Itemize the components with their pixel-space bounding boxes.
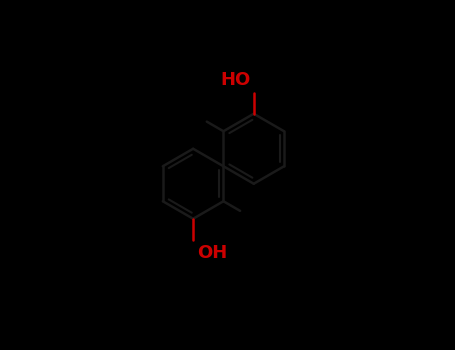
Text: OH: OH bbox=[197, 244, 227, 262]
Text: HO: HO bbox=[220, 71, 250, 89]
